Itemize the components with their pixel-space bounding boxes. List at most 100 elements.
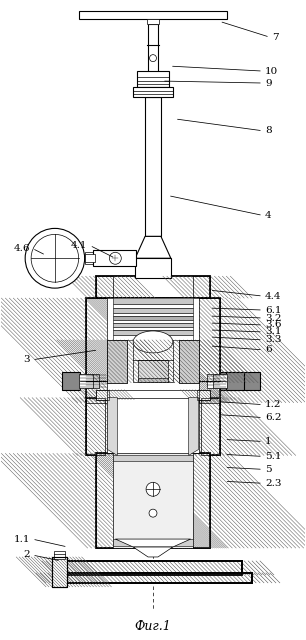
Bar — [107, 397, 199, 453]
Bar — [95, 276, 113, 298]
Text: 3.3: 3.3 — [265, 335, 282, 344]
Bar — [133, 340, 173, 381]
Bar — [179, 340, 199, 383]
Text: 9: 9 — [265, 79, 272, 88]
Bar — [199, 298, 220, 403]
Bar — [95, 453, 113, 548]
Text: 6: 6 — [265, 346, 272, 355]
Text: 1.2: 1.2 — [265, 400, 282, 409]
Text: 2.3: 2.3 — [265, 479, 282, 488]
Bar — [200, 397, 220, 456]
Polygon shape — [115, 539, 191, 547]
Bar — [107, 340, 127, 383]
Text: 7: 7 — [272, 33, 278, 42]
Bar — [95, 453, 211, 548]
Circle shape — [25, 228, 85, 288]
Polygon shape — [133, 547, 173, 557]
Bar — [95, 276, 211, 298]
Text: 4.6: 4.6 — [14, 244, 30, 253]
Text: 1.1: 1.1 — [14, 534, 30, 543]
Bar — [86, 374, 99, 388]
Circle shape — [110, 252, 121, 264]
Text: 10: 10 — [265, 67, 278, 76]
Bar — [196, 390, 211, 399]
Text: 5.1: 5.1 — [265, 452, 282, 461]
Bar — [113, 320, 193, 323]
Bar — [113, 453, 193, 548]
Ellipse shape — [133, 331, 173, 353]
Bar — [193, 453, 211, 548]
Bar — [64, 561, 242, 575]
Bar — [54, 573, 252, 583]
Bar — [113, 313, 193, 316]
Bar — [85, 252, 92, 264]
Bar — [95, 390, 110, 399]
Circle shape — [150, 54, 156, 61]
Bar — [86, 397, 106, 456]
Text: 3: 3 — [24, 355, 30, 364]
Bar — [113, 327, 193, 330]
Text: 8: 8 — [265, 126, 272, 135]
Text: 2: 2 — [24, 550, 30, 559]
Bar — [200, 397, 220, 456]
Text: 4.1: 4.1 — [71, 241, 88, 250]
Bar — [54, 573, 252, 583]
Text: 6.1: 6.1 — [265, 305, 282, 314]
Text: 4.4: 4.4 — [265, 292, 282, 301]
Bar — [95, 390, 110, 399]
Bar — [137, 71, 169, 87]
Bar — [145, 97, 161, 236]
Bar — [107, 340, 127, 383]
Bar — [62, 372, 80, 390]
Bar — [179, 340, 199, 383]
Bar — [54, 573, 252, 583]
Text: Фиг.1: Фиг.1 — [135, 620, 171, 633]
Bar — [199, 298, 220, 403]
Circle shape — [146, 483, 160, 496]
Text: 5: 5 — [265, 465, 272, 474]
Bar — [86, 298, 220, 403]
Bar — [95, 276, 113, 298]
Text: 3.2: 3.2 — [265, 314, 282, 323]
Text: 1: 1 — [265, 437, 272, 446]
Bar — [113, 539, 193, 546]
Bar — [95, 390, 211, 399]
Bar — [207, 374, 220, 388]
Bar — [54, 551, 65, 559]
Bar — [113, 456, 193, 461]
Bar — [64, 561, 242, 575]
Bar — [113, 323, 193, 327]
Bar — [52, 557, 67, 587]
Bar — [138, 360, 168, 381]
Bar — [92, 250, 136, 266]
Bar — [179, 340, 199, 383]
Bar — [113, 304, 193, 308]
Bar — [86, 298, 107, 403]
Polygon shape — [107, 397, 117, 456]
Bar — [193, 276, 211, 298]
Bar — [79, 12, 227, 19]
Bar — [113, 308, 193, 313]
Bar — [193, 276, 211, 298]
Bar — [113, 298, 193, 304]
Bar — [148, 24, 158, 72]
Bar — [214, 374, 227, 388]
Bar — [113, 330, 193, 335]
Bar — [135, 259, 171, 278]
Bar — [86, 298, 107, 403]
Bar — [52, 557, 67, 587]
Bar — [86, 397, 220, 456]
Bar — [107, 340, 127, 383]
Text: 6.2: 6.2 — [265, 413, 282, 422]
Text: 3.1: 3.1 — [265, 328, 282, 337]
Bar — [113, 316, 193, 320]
Bar — [133, 87, 173, 97]
Bar — [107, 298, 199, 403]
Bar — [242, 372, 260, 390]
Circle shape — [149, 509, 157, 517]
Bar — [226, 372, 244, 390]
Bar — [113, 335, 193, 340]
Bar — [95, 453, 113, 548]
Bar — [147, 19, 159, 24]
Bar — [79, 374, 92, 388]
